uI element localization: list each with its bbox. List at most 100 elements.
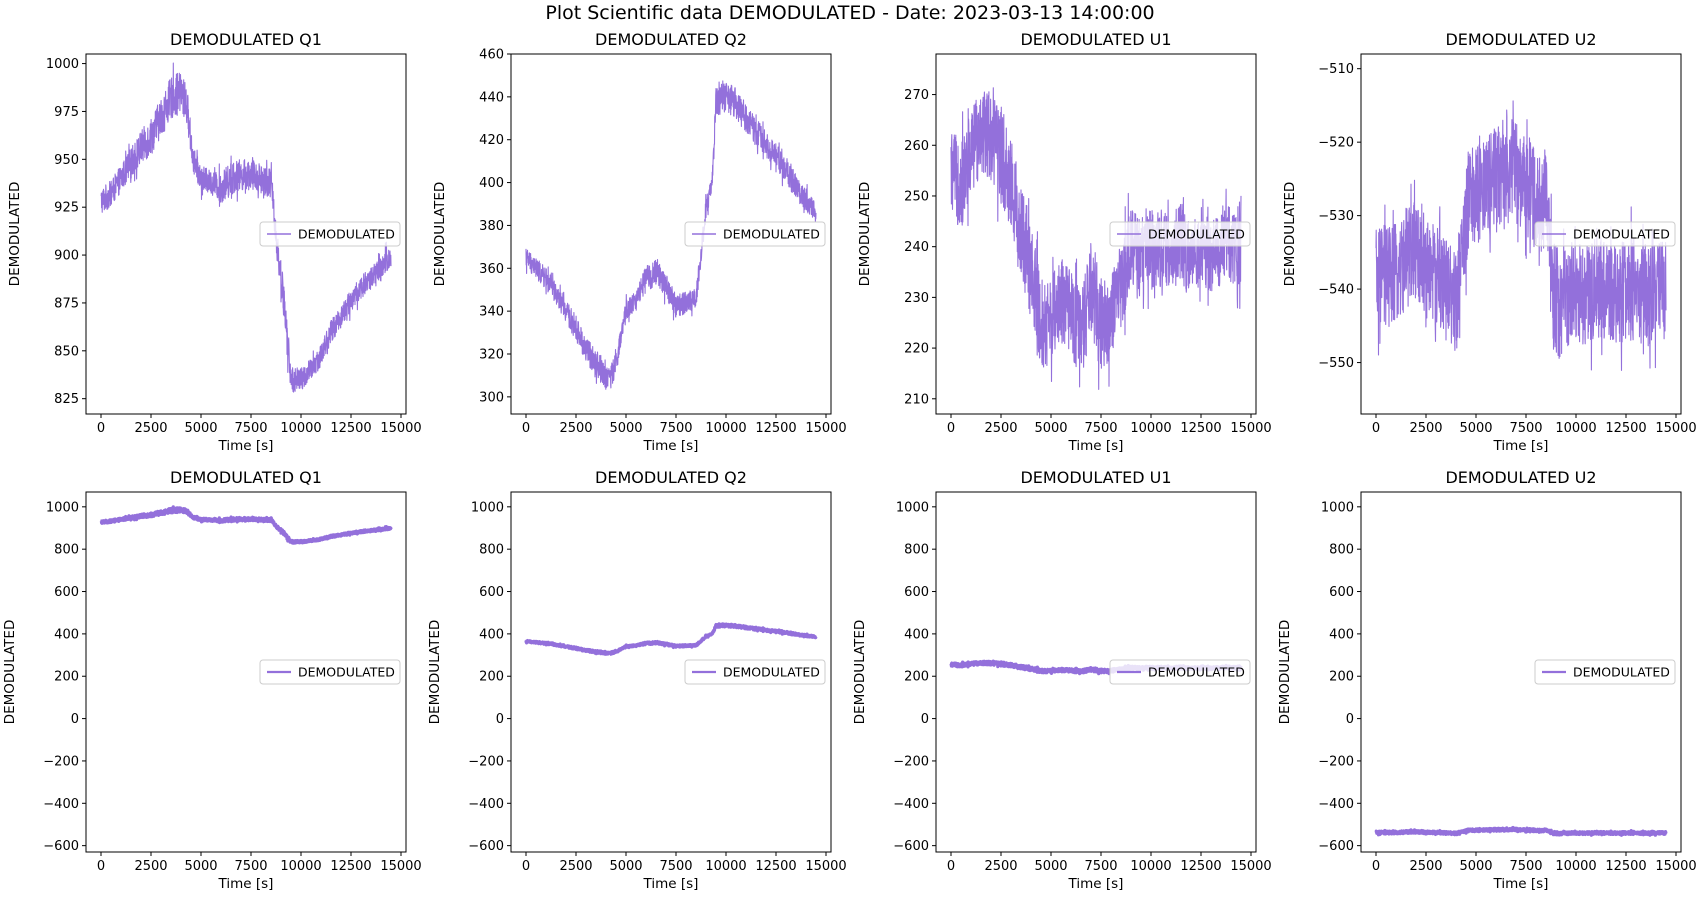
- x-tick-label: 5000: [1459, 421, 1492, 436]
- y-tick-label: −510: [1318, 62, 1354, 77]
- x-tick-label: 2500: [1409, 859, 1442, 874]
- x-tick-label: 5000: [609, 859, 642, 874]
- y-tick-label: −530: [1318, 209, 1354, 224]
- legend: DEMODULATED: [259, 659, 401, 685]
- y-tick-label: 200: [479, 670, 504, 685]
- legend-label: DEMODULATED: [723, 665, 820, 680]
- y-tick-label: −400: [1318, 797, 1354, 812]
- series-line-demodulated: [525, 80, 817, 390]
- x-tick-label: 0: [522, 859, 530, 874]
- y-tick-label: 800: [1329, 543, 1354, 558]
- x-tick-label: 5000: [184, 859, 217, 874]
- x-tick-label: 10000: [1130, 859, 1171, 874]
- x-tick-label: 5000: [184, 421, 217, 436]
- y-tick-label: 210: [904, 392, 929, 407]
- y-tick-label: 400: [54, 627, 79, 642]
- axes-frame: [1360, 491, 1682, 853]
- axes-frame: [510, 53, 832, 415]
- y-tick-label: 260: [904, 139, 929, 154]
- x-tick-label: 2500: [1409, 421, 1442, 436]
- y-tick-label: 900: [54, 249, 79, 264]
- y-tick-label: 270: [904, 88, 929, 103]
- subplot-1: 0 2500 5000 7500 10000 12500 15000 825 850 875 900…: [7, 30, 422, 454]
- legend-box: [684, 221, 826, 247]
- y-tick-label: 1000: [46, 500, 79, 515]
- x-tick-label: 10000: [705, 859, 746, 874]
- y-tick-label: −400: [468, 797, 504, 812]
- x-tick-label: 7500: [1509, 421, 1542, 436]
- y-tick-label: 950: [54, 153, 79, 168]
- y-tick-label: −200: [893, 754, 929, 769]
- x-tick-label: 0: [97, 859, 105, 874]
- subplot-title: DEMODULATED U1: [1020, 30, 1171, 49]
- subplot-5: 0 2500 5000 7500 10000 12500 15000−600−400−200…: [2, 468, 422, 892]
- legend-box: [259, 221, 401, 247]
- legend: DEMODULATED: [1109, 221, 1251, 247]
- y-tick-label: 300: [479, 390, 504, 405]
- y-tick-label: 230: [904, 291, 929, 306]
- y-tick-label: 1000: [1321, 500, 1354, 515]
- x-tick-label: 15000: [1230, 421, 1271, 436]
- x-tick-label: 15000: [1230, 859, 1271, 874]
- y-axis-label: DEMODULATED: [2, 620, 18, 725]
- y-tick-label: 800: [904, 543, 929, 558]
- x-tick-label: 7500: [1084, 421, 1117, 436]
- y-tick-label: 200: [54, 670, 79, 685]
- x-tick-label: 7500: [234, 859, 267, 874]
- x-tick-label: 7500: [1509, 859, 1542, 874]
- legend-box: [1109, 659, 1251, 685]
- axes-frame: [85, 491, 407, 853]
- y-tick-label: 460: [479, 48, 504, 63]
- legend-box: [684, 659, 826, 685]
- x-axis-label: Time [s]: [218, 876, 274, 892]
- y-tick-label: 0: [1346, 712, 1354, 727]
- y-tick-label: 400: [479, 176, 504, 191]
- y-tick-label: 0: [71, 712, 79, 727]
- subplot-title: DEMODULATED Q1: [170, 468, 322, 487]
- x-tick-label: 10000: [280, 859, 321, 874]
- subplot-title: DEMODULATED Q2: [595, 30, 747, 49]
- x-axis-label: Time [s]: [218, 438, 274, 454]
- subplot-4: 0 2500 5000 7500 10000 12500 15000 −550 −540 −530…: [1282, 30, 1697, 454]
- y-tick-label: 800: [479, 543, 504, 558]
- x-tick-label: 0: [522, 421, 530, 436]
- legend-label: DEMODULATED: [1148, 227, 1245, 242]
- x-tick-label: 0: [1372, 421, 1380, 436]
- y-tick-label: −600: [43, 839, 79, 854]
- y-tick-label: 240: [904, 240, 929, 255]
- y-tick-label: −200: [468, 754, 504, 769]
- x-tick-label: 10000: [1555, 421, 1596, 436]
- axes-frame: [510, 491, 832, 853]
- x-tick-label: 7500: [234, 421, 267, 436]
- x-axis-label: Time [s]: [643, 438, 699, 454]
- y-tick-label: −600: [468, 839, 504, 854]
- x-tick-label: 15000: [380, 859, 421, 874]
- x-axis-label: Time [s]: [1068, 876, 1124, 892]
- x-tick-label: 0: [1372, 859, 1380, 874]
- series-line-demodulated: [100, 62, 392, 393]
- series-line-demodulated: [950, 87, 1242, 390]
- legend-label: DEMODULATED: [298, 227, 395, 242]
- x-tick-label: 10000: [280, 421, 321, 436]
- x-tick-label: 12500: [1180, 859, 1221, 874]
- y-tick-label: 320: [479, 348, 504, 363]
- axes-frame: [935, 491, 1257, 853]
- series-line-demodulated: [524, 622, 818, 656]
- y-tick-label: 925: [54, 201, 79, 216]
- figure-title: Plot Scientific data DEMODULATED - Date:…: [545, 2, 1155, 24]
- legend-label: DEMODULATED: [1148, 665, 1245, 680]
- x-tick-label: 5000: [1459, 859, 1492, 874]
- y-tick-label: 0: [921, 712, 929, 727]
- legend: DEMODULATED: [1109, 659, 1251, 685]
- subplot-title: DEMODULATED U1: [1020, 468, 1171, 487]
- y-tick-label: 600: [54, 585, 79, 600]
- y-tick-label: 440: [479, 90, 504, 105]
- y-tick-label: −520: [1318, 136, 1354, 151]
- y-tick-label: −400: [893, 797, 929, 812]
- x-tick-label: 0: [97, 421, 105, 436]
- y-tick-label: 0: [496, 712, 504, 727]
- axes-frame: [1360, 53, 1682, 415]
- x-tick-label: 15000: [1655, 421, 1696, 436]
- y-tick-label: −200: [43, 754, 79, 769]
